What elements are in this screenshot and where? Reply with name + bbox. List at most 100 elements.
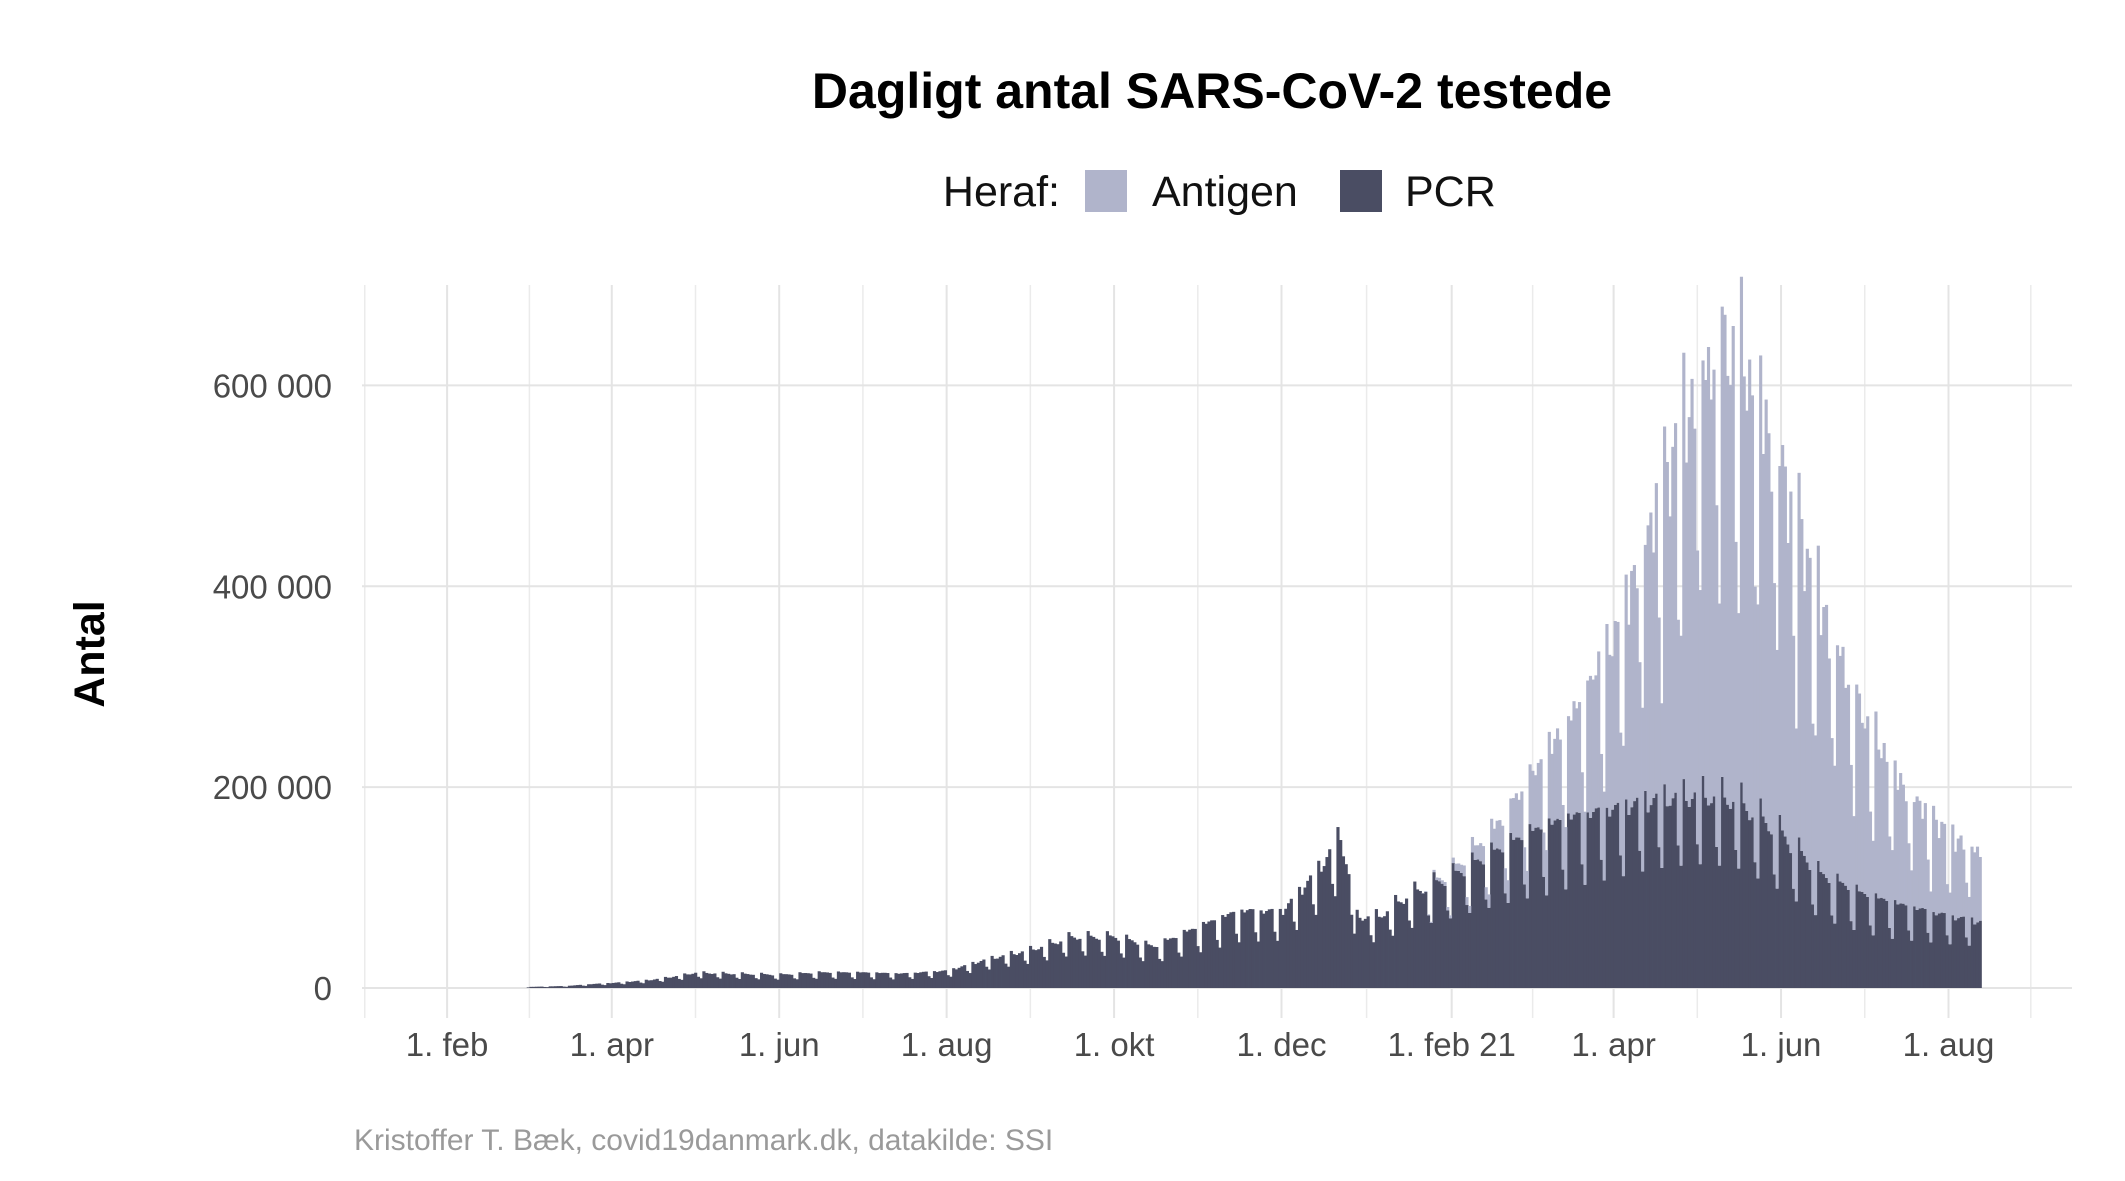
bar-pcr [1704,797,1708,988]
bar-pcr [1053,943,1057,988]
bar-antigen [1539,759,1543,830]
bar-antigen [1528,764,1532,825]
bar-pcr [1457,870,1461,988]
bar-pcr [1915,909,1919,988]
bar-pcr [1550,824,1554,988]
bar-pcr [1630,807,1634,988]
bar-pcr [567,985,572,988]
legend-title: Heraf: [943,168,1060,216]
bar-pcr [1223,916,1228,988]
bar-pcr [1899,903,1903,988]
bar-pcr [1819,872,1823,988]
bar-pcr [1251,909,1255,988]
bar-antigen [1448,915,1453,919]
bar-antigen [1750,395,1755,818]
bar-antigen [1687,417,1691,807]
bar-pcr [1553,820,1557,988]
bar-pcr [1506,902,1510,988]
bar-pcr [694,972,698,988]
bar-pcr [899,973,904,988]
bar-pcr [1207,921,1211,988]
bar-pcr [655,978,659,988]
bar-pcr [1750,817,1755,988]
bar-antigen [1975,846,1980,923]
bar-antigen [1649,512,1653,806]
bar-antigen [1797,472,1801,838]
bar-pcr [1558,819,1562,988]
bar-pcr [1026,963,1030,988]
bar-antigen [1761,454,1765,817]
bar-pcr [598,983,602,988]
bar-antigen [1734,541,1738,850]
bar-pcr [1212,920,1217,988]
bar-antigen [1608,654,1612,817]
bar-pcr [1734,849,1738,988]
bar-pcr [1739,782,1744,988]
bar-pcr [1330,883,1335,988]
bar-pcr [1577,812,1582,988]
bar-antigen [1879,758,1884,898]
y-tick-labels: 0 200 000 400 000 600 000 [213,367,332,1007]
bar-pcr [543,986,547,988]
bar-pcr [1742,803,1746,988]
bar-antigen [1824,604,1829,878]
bar-pcr [1265,911,1269,988]
bar-pcr [801,973,805,988]
bar-antigen [1517,799,1521,838]
bar-pcr [1863,893,1867,988]
bar-pcr [817,971,821,988]
bar-pcr [1254,932,1258,988]
bar-pcr [1953,920,1958,988]
bar-pcr [762,973,766,988]
bar-pcr [1018,953,1022,988]
bar-antigen [1525,870,1529,899]
bar-pcr [1256,941,1260,988]
bar-pcr [1234,933,1238,988]
bar-pcr [1259,910,1263,988]
bar-pcr [1860,891,1864,988]
bar-pcr [1868,925,1873,988]
bar-pcr [1781,830,1785,988]
bar-pcr [921,971,926,988]
bar-antigen [1503,868,1507,894]
bar-pcr [669,977,673,988]
bar-pcr [985,966,989,988]
bar-pcr [603,985,607,988]
bar-pcr [1333,896,1337,988]
bar-antigen [1893,760,1897,901]
bar-antigen [1863,728,1867,894]
bar-antigen [1542,832,1546,877]
bar-pcr [1141,961,1145,988]
bar-pcr [1613,804,1617,988]
bar-antigen [1534,775,1538,828]
caption: Kristoffer T. Bæk, covid19danmark.dk, da… [354,1124,1053,1157]
bar-pcr [1580,864,1584,988]
bar-pcr [806,973,810,988]
bar-pcr [1289,898,1293,988]
bar-pcr [1520,840,1524,988]
bar-pcr [798,972,802,988]
bar-pcr [1857,891,1862,988]
bar-pcr [883,972,887,988]
bar-pcr [1945,935,1949,988]
bar-pcr [707,973,711,988]
bar-antigen [1451,857,1455,864]
bar-pcr [976,962,980,988]
x-tick-label: 1. aug [1903,1026,1995,1063]
bar-antigen [1808,557,1812,870]
bar-antigen [1942,823,1947,914]
bar-pcr [622,984,626,988]
bar-pcr [628,981,632,988]
bar-pcr [1210,920,1214,988]
bar-pcr [746,974,750,988]
bar-pcr [1037,949,1041,988]
bar-antigen [1786,543,1790,845]
bar-pcr [1240,909,1244,988]
bar-pcr [625,981,629,988]
bar-antigen [1583,811,1587,885]
bar-pcr [784,974,788,988]
bar-pcr [1092,936,1096,988]
bar-pcr [1871,935,1875,988]
bar-pcr [1608,816,1612,988]
bar-pcr [1007,966,1011,988]
